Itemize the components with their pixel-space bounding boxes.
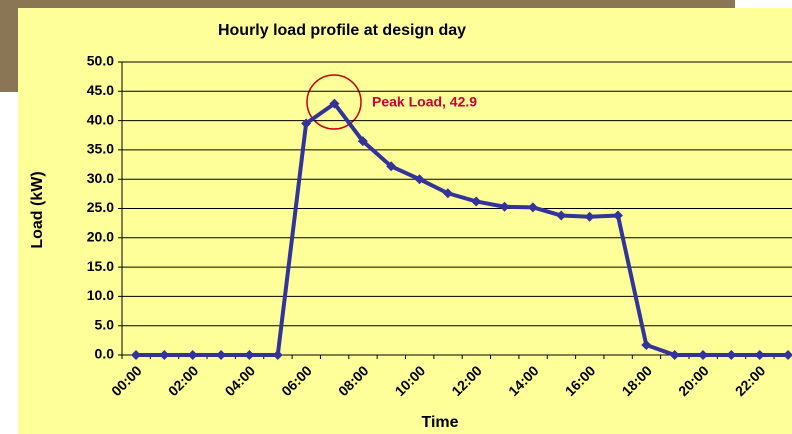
y-tick-label: 40.0: [87, 111, 114, 127]
chart-title: Hourly load profile at design day: [218, 22, 466, 39]
y-tick-label: 0.0: [95, 346, 115, 362]
y-tick-label: 5.0: [95, 316, 115, 332]
y-tick-label: 50.0: [87, 53, 114, 69]
y-tick-label: 25.0: [87, 199, 114, 215]
y-tick-label: 15.0: [87, 258, 114, 274]
y-tick-label: 35.0: [87, 141, 114, 157]
y-axis-title: Load (kW): [29, 171, 46, 248]
y-tick-label: 45.0: [87, 82, 114, 98]
annotation: Peak Load, 42.9: [372, 94, 477, 110]
y-tick-label: 20.0: [87, 229, 114, 245]
chart: Hourly load profile at design day Time L…: [0, 0, 792, 434]
y-tick-label: 10.0: [87, 287, 114, 303]
x-axis-title: Time: [421, 414, 458, 431]
y-tick-label: 30.0: [87, 170, 114, 186]
